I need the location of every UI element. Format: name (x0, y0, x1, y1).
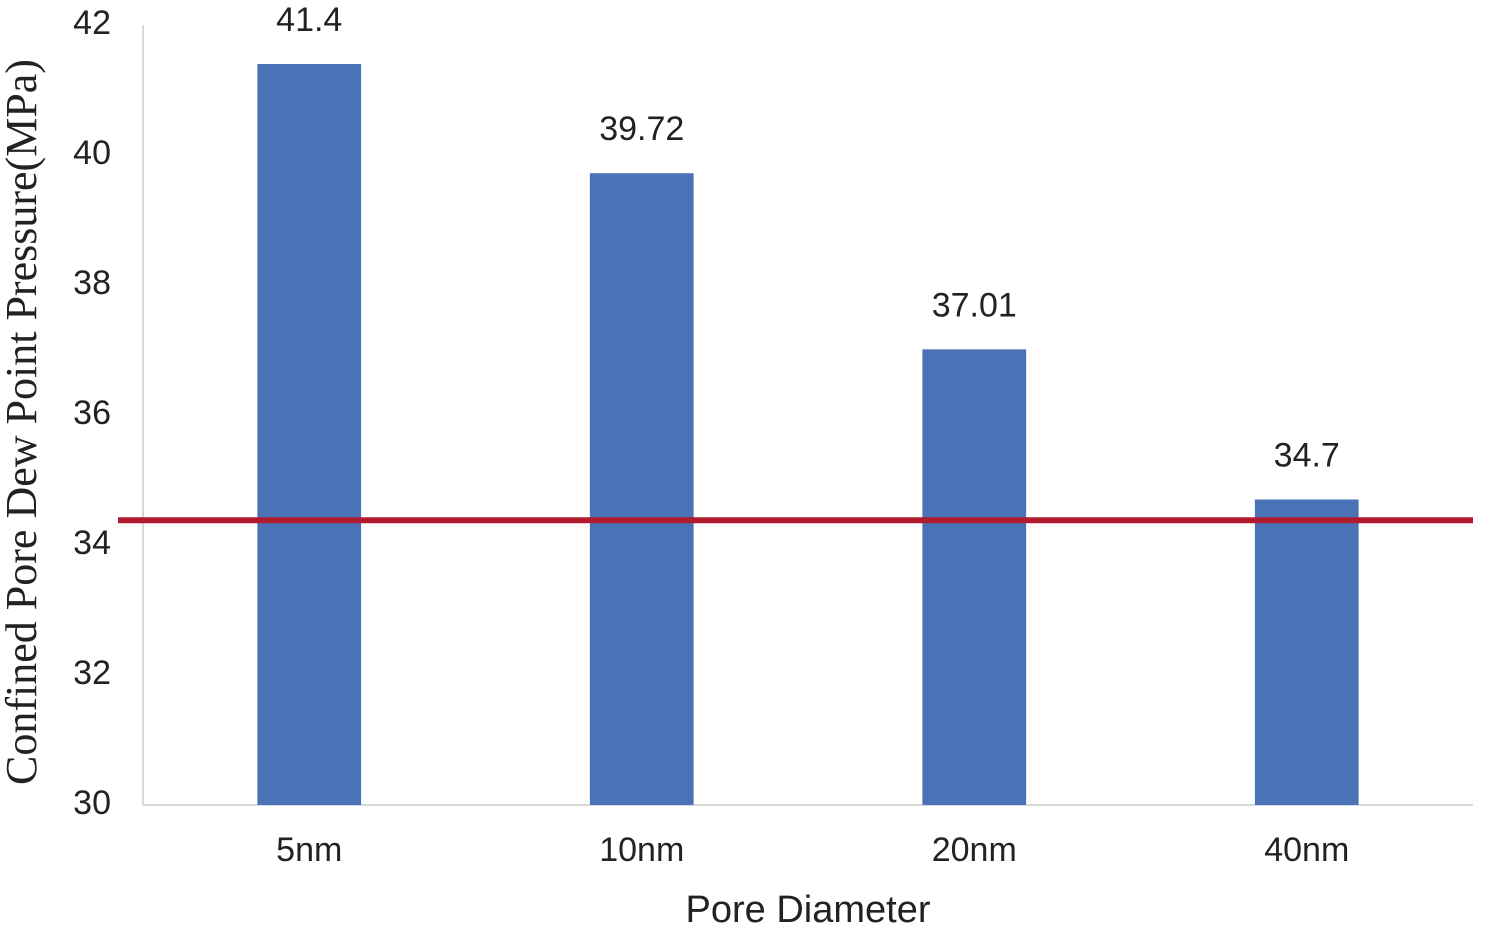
x-tick-label: 40nm (1264, 831, 1349, 869)
y-tick-label: 30 (73, 784, 111, 822)
value-label: 39.72 (599, 110, 684, 148)
value-label: 37.01 (932, 286, 1017, 324)
value-label: 34.7 (1274, 436, 1340, 474)
bar (257, 64, 362, 805)
x-tick-label: 20nm (932, 831, 1017, 869)
bar (922, 349, 1027, 805)
x-tick-label: 10nm (599, 831, 684, 869)
y-tick-label: 42 (73, 4, 111, 42)
bar (1254, 499, 1359, 805)
y-axis-label: Confined Pore Dew Point Pressure(MPa) (0, 59, 46, 785)
x-axis-label: Pore Diameter (686, 889, 931, 931)
y-tick-label: 32 (73, 654, 111, 692)
y-tick-label: 36 (73, 394, 111, 432)
y-tick-label: 40 (73, 134, 111, 172)
y-tick-label: 38 (73, 264, 111, 302)
bar (589, 173, 694, 805)
value-label: 41.4 (276, 1, 342, 39)
x-tick-label: 5nm (276, 831, 342, 869)
y-tick-label: 34 (73, 524, 111, 562)
